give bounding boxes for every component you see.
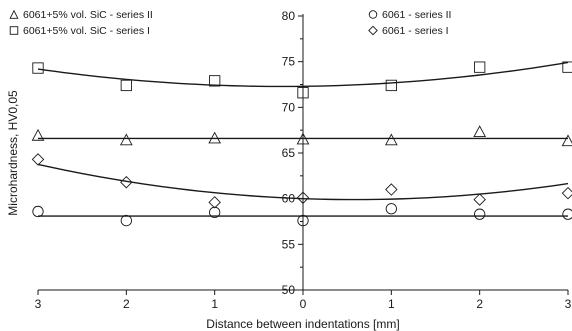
legend-marker-diamond xyxy=(368,25,378,36)
legend-label: 6061+5% vol. SiC - series II xyxy=(23,9,153,21)
data-point-triangle xyxy=(208,131,222,144)
data-markers xyxy=(31,61,572,227)
data-point-diamond xyxy=(561,186,572,200)
data-point-triangle xyxy=(473,125,487,138)
data-point-square xyxy=(297,87,309,99)
x-tick-label: 3 xyxy=(35,297,42,311)
x-tick-label: 3 xyxy=(565,297,572,311)
data-point-circle xyxy=(385,203,397,215)
data-point-square xyxy=(385,79,397,92)
data-point-circle xyxy=(209,206,221,219)
data-point-diamond xyxy=(296,191,310,204)
data-point-diamond xyxy=(120,175,133,189)
data-point-square xyxy=(209,75,221,87)
y-tick-label: 50 xyxy=(282,283,296,297)
legend-marker-square xyxy=(9,26,19,35)
data-point-diamond xyxy=(31,153,45,166)
legend-label: 6061 - series II xyxy=(382,9,451,21)
x-tick-label: 1 xyxy=(388,297,395,311)
x-tick-label: 0 xyxy=(300,297,307,311)
data-point-square xyxy=(562,61,572,73)
y-tick-label: 65 xyxy=(282,146,296,160)
legend-marker-circle xyxy=(368,10,378,19)
data-point-circle xyxy=(474,208,486,220)
legend-label: 6061+5% vol. SiC - series I xyxy=(23,25,150,37)
fit-curve-2 xyxy=(37,61,569,88)
y-tick-label: 70 xyxy=(282,100,296,114)
data-point-diamond xyxy=(208,196,221,209)
x-tick-label: 2 xyxy=(123,297,130,311)
y-axis-title: Microhardness, HV0,05 xyxy=(6,90,20,216)
data-point-square xyxy=(474,61,486,73)
data-point-triangle xyxy=(296,132,310,145)
data-point-triangle xyxy=(31,128,45,141)
data-point-circle xyxy=(120,214,132,227)
data-point-diamond xyxy=(473,193,486,206)
data-point-circle xyxy=(297,214,309,227)
data-point-circle xyxy=(32,205,44,218)
y-tick-label: 80 xyxy=(282,9,296,23)
data-point-square xyxy=(120,79,132,92)
data-point-diamond xyxy=(385,183,398,196)
y-tick-label: 55 xyxy=(282,237,296,251)
data-point-square xyxy=(32,62,44,74)
legend-marker-triangle xyxy=(9,9,19,19)
data-point-circle xyxy=(562,208,572,220)
data-point-triangle xyxy=(384,133,398,146)
legend: 6061+5% vol. SiC - series II 6061+5% vol.… xyxy=(9,9,451,37)
data-point-triangle xyxy=(119,133,133,146)
x-tick-label: 1 xyxy=(211,297,218,311)
x-tick-label: 2 xyxy=(476,297,483,311)
y-tick-label: 75 xyxy=(282,55,296,69)
legend-label: 6061 - series I xyxy=(382,25,449,37)
data-point-triangle xyxy=(561,134,572,147)
x-axis-title: Distance between indentations [mm] xyxy=(206,317,399,331)
